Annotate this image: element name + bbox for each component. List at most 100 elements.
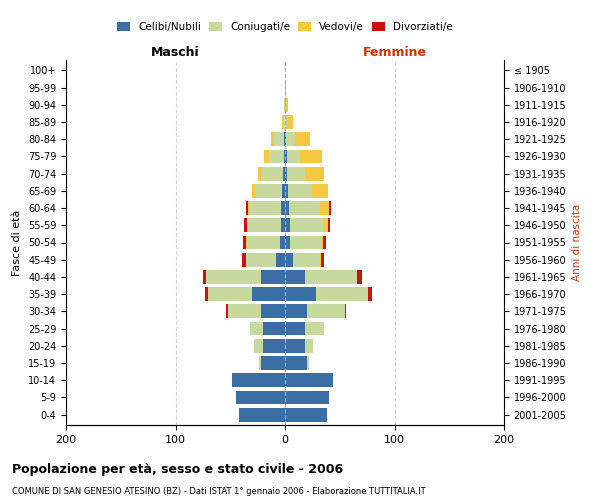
Bar <box>285 166 287 180</box>
Bar <box>285 184 288 198</box>
Bar <box>280 236 285 250</box>
Bar <box>285 201 289 215</box>
Bar <box>257 166 262 180</box>
Bar <box>288 184 313 198</box>
Bar <box>263 322 285 336</box>
Bar <box>247 236 280 250</box>
Bar <box>320 201 329 215</box>
Bar <box>323 218 328 232</box>
Bar <box>208 288 252 301</box>
Bar <box>285 322 305 336</box>
Bar <box>252 288 285 301</box>
Bar <box>285 218 290 232</box>
Bar <box>307 304 345 318</box>
Bar <box>357 270 362 284</box>
Bar <box>285 236 290 250</box>
Bar <box>284 132 285 146</box>
Bar <box>281 201 285 215</box>
Bar <box>305 322 325 336</box>
Bar <box>320 253 321 266</box>
Bar <box>203 270 206 284</box>
Bar <box>250 201 281 215</box>
Bar <box>321 253 325 266</box>
Bar <box>345 304 346 318</box>
Bar <box>285 390 329 404</box>
Bar <box>287 166 305 180</box>
Bar <box>305 166 325 180</box>
Bar <box>256 184 282 198</box>
Bar <box>244 218 247 232</box>
Bar <box>226 304 228 318</box>
Bar <box>285 115 287 129</box>
Bar <box>285 270 305 284</box>
Bar <box>261 270 285 284</box>
Bar <box>293 253 320 266</box>
Y-axis label: Anni di nascita: Anni di nascita <box>572 204 582 281</box>
Bar <box>285 253 293 266</box>
Text: Popolazione per età, sesso e stato civile - 2006: Popolazione per età, sesso e stato civil… <box>12 462 343 475</box>
Bar <box>316 288 368 301</box>
Bar <box>263 339 285 352</box>
Bar <box>295 132 310 146</box>
Bar <box>286 132 295 146</box>
Bar <box>368 288 371 301</box>
Text: Femmine: Femmine <box>362 46 427 59</box>
Y-axis label: Fasce di età: Fasce di età <box>13 210 22 276</box>
Bar <box>285 304 307 318</box>
Bar <box>264 150 269 164</box>
Bar <box>271 132 274 146</box>
Bar <box>252 184 256 198</box>
Bar <box>261 304 285 318</box>
Bar <box>285 374 333 387</box>
Bar <box>228 304 261 318</box>
Text: Maschi: Maschi <box>151 46 200 59</box>
Bar <box>262 166 283 180</box>
Bar <box>274 132 284 146</box>
Bar <box>329 201 331 215</box>
Bar <box>287 115 293 129</box>
Bar <box>259 356 261 370</box>
Bar <box>285 150 287 164</box>
Bar <box>248 218 281 232</box>
Bar <box>313 184 328 198</box>
Bar <box>285 288 316 301</box>
Bar <box>328 218 330 232</box>
Bar <box>287 150 301 164</box>
Text: COMUNE DI SAN GENESIO ATESINO (BZ) - Dati ISTAT 1° gennaio 2006 - Elaborazione T: COMUNE DI SAN GENESIO ATESINO (BZ) - Dat… <box>12 488 425 496</box>
Bar <box>284 150 285 164</box>
Bar <box>245 201 248 215</box>
Bar <box>245 236 247 250</box>
Bar <box>290 236 321 250</box>
Bar <box>283 115 285 129</box>
Bar <box>232 374 285 387</box>
Bar <box>248 201 250 215</box>
Bar <box>289 201 320 215</box>
Bar <box>305 270 357 284</box>
Bar <box>239 408 285 422</box>
Bar <box>242 253 245 266</box>
Legend: Celibi/Nubili, Coniugati/e, Vedovi/e, Divorziati/e: Celibi/Nubili, Coniugati/e, Vedovi/e, Di… <box>113 18 457 36</box>
Bar <box>285 339 305 352</box>
Bar <box>269 150 284 164</box>
Bar <box>247 218 248 232</box>
Bar <box>281 218 285 232</box>
Bar <box>286 98 288 112</box>
Bar <box>283 166 285 180</box>
Bar <box>323 236 326 250</box>
Bar <box>261 356 285 370</box>
Bar <box>205 288 208 301</box>
Bar <box>285 98 286 112</box>
Bar <box>305 339 313 352</box>
Bar <box>285 408 326 422</box>
Bar <box>284 98 285 112</box>
Bar <box>285 356 307 370</box>
Bar <box>276 253 285 266</box>
Bar <box>254 339 263 352</box>
Bar <box>236 390 285 404</box>
Bar <box>282 184 285 198</box>
Bar <box>206 270 261 284</box>
Bar <box>321 236 323 250</box>
Bar <box>245 253 276 266</box>
Bar <box>285 80 286 94</box>
Bar <box>290 218 323 232</box>
